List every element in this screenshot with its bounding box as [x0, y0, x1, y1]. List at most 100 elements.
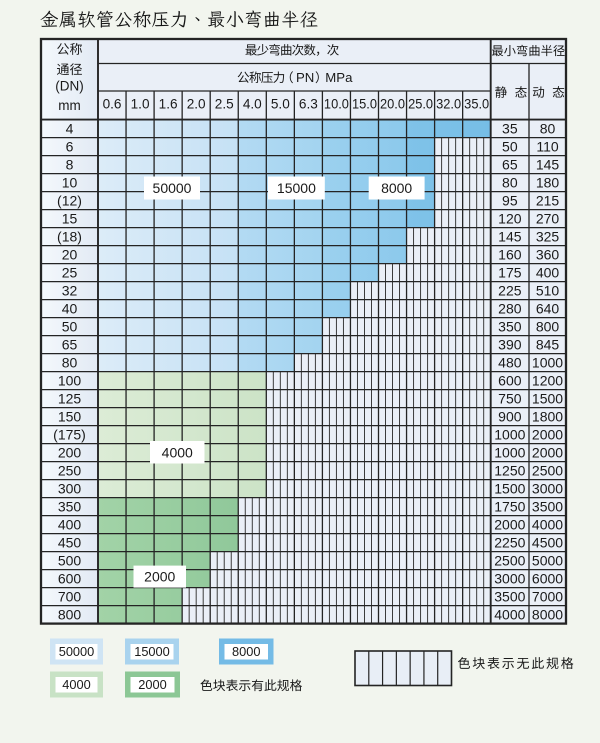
svg-text:600: 600 [58, 571, 82, 587]
svg-text:4000: 4000 [532, 517, 563, 533]
svg-text:1.0: 1.0 [131, 96, 150, 111]
svg-text:10.0: 10.0 [324, 96, 349, 111]
svg-text:2500: 2500 [532, 463, 563, 479]
svg-text:5.0: 5.0 [271, 96, 290, 111]
svg-text:400: 400 [58, 517, 82, 533]
svg-text:600: 600 [498, 373, 522, 389]
svg-text:2000: 2000 [144, 569, 175, 585]
svg-text:6000: 6000 [532, 571, 563, 587]
svg-text:1500: 1500 [494, 481, 525, 497]
svg-text:6.3: 6.3 [299, 96, 318, 111]
svg-text:1000: 1000 [532, 355, 563, 371]
svg-text:215: 215 [536, 193, 560, 209]
svg-text:800: 800 [58, 607, 82, 623]
svg-text:(18): (18) [57, 229, 82, 245]
svg-text:95: 95 [502, 193, 518, 209]
svg-text:4000: 4000 [62, 677, 90, 692]
svg-text:5000: 5000 [532, 553, 563, 569]
svg-text:4000: 4000 [494, 607, 525, 623]
svg-text:50: 50 [502, 139, 518, 155]
svg-text:15.0: 15.0 [352, 96, 377, 111]
svg-text:6: 6 [66, 139, 74, 155]
svg-text:225: 225 [498, 283, 522, 299]
svg-text:2000: 2000 [494, 517, 525, 533]
svg-text:120: 120 [498, 211, 522, 227]
svg-text:640: 640 [536, 301, 560, 317]
svg-text:8000: 8000 [532, 607, 563, 623]
svg-text:(12): (12) [57, 193, 82, 209]
svg-text:175: 175 [498, 265, 522, 281]
svg-text:32.0: 32.0 [436, 96, 461, 111]
svg-text:250: 250 [58, 463, 82, 479]
svg-text:2.5: 2.5 [215, 96, 234, 111]
svg-text:350: 350 [58, 499, 82, 515]
svg-text:20.0: 20.0 [380, 96, 405, 111]
svg-text:700: 700 [58, 589, 82, 605]
svg-text:1000: 1000 [494, 427, 525, 443]
svg-text:200: 200 [58, 445, 82, 461]
svg-text:750: 750 [498, 391, 522, 407]
svg-text:1800: 1800 [532, 409, 563, 425]
svg-text:180: 180 [536, 175, 560, 191]
svg-text:3000: 3000 [532, 481, 563, 497]
svg-text:15000: 15000 [134, 644, 170, 659]
svg-text:65: 65 [62, 337, 78, 353]
svg-text:360: 360 [536, 247, 560, 263]
svg-text:400: 400 [536, 265, 560, 281]
svg-text:900: 900 [498, 409, 522, 425]
svg-text:3000: 3000 [494, 571, 525, 587]
svg-text:450: 450 [58, 535, 82, 551]
svg-text:350: 350 [498, 319, 522, 335]
svg-text:8: 8 [66, 157, 74, 173]
svg-text:145: 145 [498, 229, 522, 245]
svg-text:1000: 1000 [494, 445, 525, 461]
svg-text:1200: 1200 [532, 373, 563, 389]
svg-text:300: 300 [58, 481, 82, 497]
svg-text:1.6: 1.6 [159, 96, 178, 111]
svg-text:845: 845 [536, 337, 560, 353]
svg-text:510: 510 [536, 283, 560, 299]
svg-text:500: 500 [58, 553, 82, 569]
svg-text:3500: 3500 [494, 589, 525, 605]
svg-text:2.0: 2.0 [187, 96, 206, 111]
svg-text:0.6: 0.6 [103, 96, 122, 111]
svg-text:125: 125 [58, 391, 82, 407]
svg-text:4: 4 [66, 121, 74, 137]
svg-text:4000: 4000 [162, 444, 193, 460]
svg-text:110: 110 [536, 139, 559, 155]
svg-text:4.0: 4.0 [243, 96, 262, 111]
svg-text:80: 80 [502, 175, 518, 191]
svg-text:80: 80 [540, 121, 556, 137]
svg-text:2000: 2000 [138, 677, 166, 692]
svg-text:1250: 1250 [494, 463, 525, 479]
svg-text:145: 145 [536, 157, 560, 173]
svg-text:1750: 1750 [494, 499, 525, 515]
svg-text:270: 270 [536, 211, 560, 227]
svg-text:mm: mm [58, 98, 81, 113]
svg-text:280: 280 [498, 301, 522, 317]
svg-text:35.0: 35.0 [464, 96, 489, 111]
svg-text:50: 50 [62, 319, 78, 335]
svg-text:3500: 3500 [532, 499, 563, 515]
svg-text:160: 160 [498, 247, 522, 263]
svg-text:800: 800 [536, 319, 560, 335]
svg-text:100: 100 [58, 373, 82, 389]
svg-text:50000: 50000 [153, 180, 192, 196]
svg-text:390: 390 [498, 337, 522, 353]
svg-text:15: 15 [62, 211, 78, 227]
svg-text:15000: 15000 [277, 180, 316, 196]
svg-text:25.0: 25.0 [408, 96, 433, 111]
svg-text:80: 80 [62, 355, 78, 371]
svg-text:32: 32 [62, 283, 78, 299]
svg-text:2000: 2000 [532, 427, 563, 443]
svg-text:20: 20 [62, 247, 78, 263]
svg-text:65: 65 [502, 157, 518, 173]
svg-text:PN: PN [296, 70, 314, 85]
svg-text:8000: 8000 [381, 180, 412, 196]
svg-text:2250: 2250 [494, 535, 525, 551]
svg-text:(175): (175) [53, 427, 86, 443]
svg-text:2500: 2500 [494, 553, 525, 569]
svg-text:480: 480 [498, 355, 522, 371]
svg-text:4500: 4500 [532, 535, 563, 551]
svg-text:50000: 50000 [59, 644, 95, 659]
